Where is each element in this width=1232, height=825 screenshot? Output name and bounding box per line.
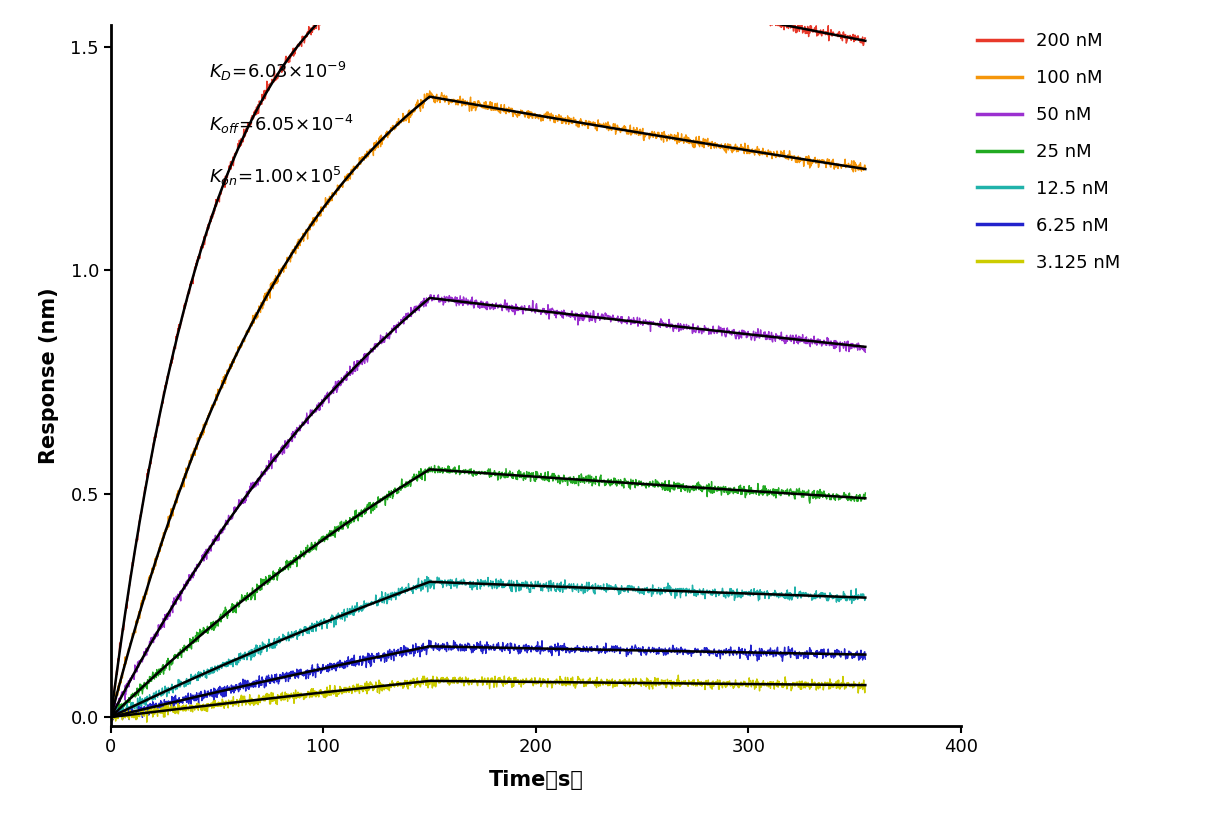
- Legend: 200 nM, 100 nM, 50 nM, 25 nM, 12.5 nM, 6.25 nM, 3.125 nM: 200 nM, 100 nM, 50 nM, 25 nM, 12.5 nM, 6…: [970, 25, 1127, 279]
- Text: $K_{on}\!=\!1.00\!\times\!10^{5}$: $K_{on}\!=\!1.00\!\times\!10^{5}$: [208, 165, 341, 188]
- X-axis label: Time（s）: Time（s）: [488, 770, 584, 790]
- Y-axis label: Response (nm): Response (nm): [39, 287, 59, 464]
- Text: $K_{off}\!=\!6.05\!\times\!10^{-4}$: $K_{off}\!=\!6.05\!\times\!10^{-4}$: [208, 112, 354, 135]
- Text: $K_D\!=\!6.03\!\times\!10^{-9}$: $K_D\!=\!6.03\!\times\!10^{-9}$: [208, 60, 346, 83]
